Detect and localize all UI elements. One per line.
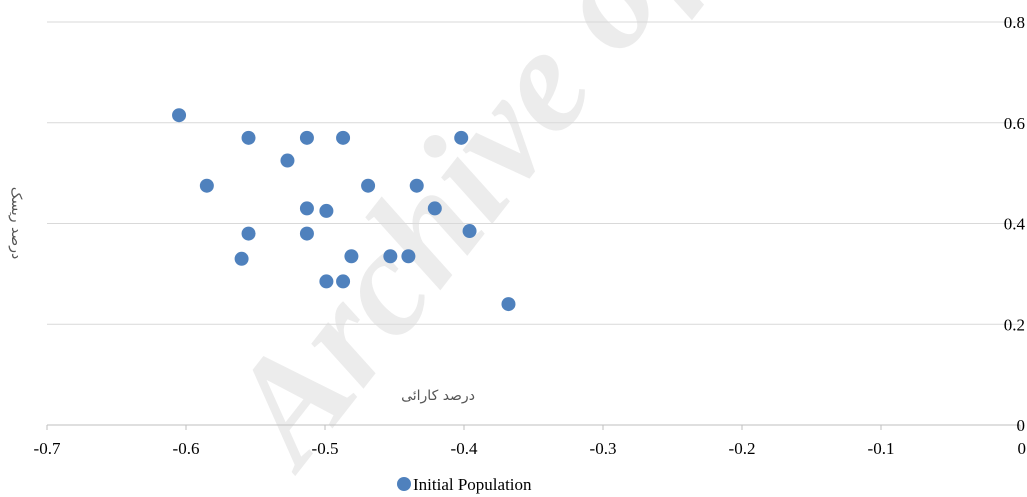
x-tick-label: -0.2 [729, 439, 756, 458]
legend: Initial Population [397, 475, 532, 494]
data-point [319, 203, 334, 218]
data-point [427, 201, 442, 216]
x-axis-title: درصد کارائی [401, 388, 475, 404]
y-axis-tick-labels: 0 0.2 0.4 0.6 0.8 [1004, 13, 1026, 435]
data-point [172, 108, 187, 123]
data-point [409, 178, 424, 193]
y-axis-title: درصد ریسک [8, 187, 24, 259]
y-tick-label: 0.4 [1004, 215, 1026, 234]
data-point [344, 249, 359, 264]
y-tick-label: 0 [1017, 416, 1026, 435]
data-point [383, 249, 398, 264]
legend-marker [397, 477, 411, 491]
data-point [336, 130, 351, 145]
axes [46, 424, 1021, 430]
watermark-text: Archive of SID [190, 0, 900, 497]
x-tick-label: -0.7 [34, 439, 61, 458]
data-point [241, 130, 256, 145]
data-point [299, 201, 314, 216]
data-point [299, 130, 314, 145]
data-point [336, 274, 351, 289]
data-point [241, 226, 256, 241]
x-tick-label: -0.5 [312, 439, 339, 458]
gridlines [47, 21, 1020, 325]
data-point [280, 153, 295, 168]
y-tick-label: 0.8 [1004, 13, 1025, 32]
y-tick-label: 0.6 [1004, 114, 1025, 133]
data-point [361, 178, 376, 193]
data-points [172, 108, 516, 312]
data-point [319, 274, 334, 289]
data-point [462, 224, 477, 239]
x-tick-label: -0.4 [451, 439, 478, 458]
x-tick-label: -0.3 [590, 439, 617, 458]
data-point [454, 130, 469, 145]
legend-label: Initial Population [413, 475, 532, 494]
x-tick-label: -0.1 [868, 439, 895, 458]
x-tick-label: 0 [1018, 439, 1027, 458]
data-point [234, 251, 249, 266]
data-point [401, 249, 416, 264]
x-axis-tick-labels: -0.7 -0.6 -0.5 -0.4 -0.3 -0.2 -0.1 0 [34, 439, 1026, 458]
data-point [299, 226, 314, 241]
data-point [199, 178, 214, 193]
x-tick-label: -0.6 [173, 439, 200, 458]
data-point [501, 297, 516, 312]
y-tick-label: 0.2 [1004, 315, 1025, 334]
watermark: Archive of SID [190, 0, 900, 497]
